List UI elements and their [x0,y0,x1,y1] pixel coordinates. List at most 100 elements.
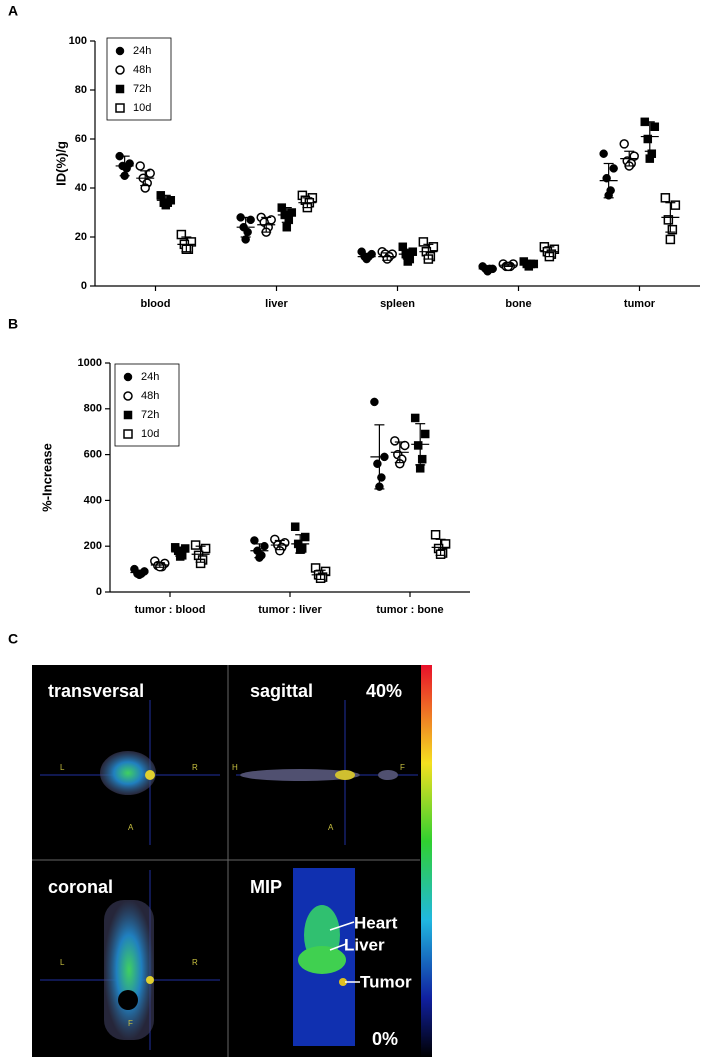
data-point [410,413,420,423]
panel-label: B [8,316,18,332]
scale-min: 0% [372,1029,398,1049]
data-point [373,459,382,469]
data-point [300,532,310,542]
data-point [599,149,608,158]
x-tick-label: blood [141,298,171,310]
legend-label: 48h [141,390,159,402]
data-point [250,536,259,545]
data-point [609,164,618,173]
data-point [417,454,427,464]
view-title: coronal [48,877,113,897]
orientation-marker: L [60,763,65,772]
data-point [176,229,187,240]
scan-image [100,751,156,795]
data-point [660,193,671,203]
scan-image [298,946,346,974]
scale-max: 40% [366,681,402,701]
y-tick-label: 0 [81,280,87,292]
legend-label: 72h [133,83,151,95]
legend-label: 24h [141,371,159,383]
y-tick-label: 80 [75,84,87,96]
y-tick-label: 600 [84,449,102,461]
x-tick-label: tumor [624,298,656,310]
legend-marker [115,46,125,56]
y-tick-label: 1000 [78,357,102,369]
y-tick-label: 100 [69,35,87,47]
x-tick-label: liver [265,298,288,310]
y-tick-label: 800 [84,403,102,415]
data-point [418,237,429,247]
orientation-marker: R [192,763,198,772]
legend-label: 10d [133,102,151,114]
orientation-marker: R [192,958,198,967]
data-point [643,134,653,144]
scan-image [118,990,138,1010]
data-point [428,242,439,252]
y-tick-label: 60 [75,133,87,145]
y-axis-label: %-Increase [39,443,54,512]
image-panel: C transversal sagittal coronal MIP [8,631,432,1057]
legend-marker [123,391,133,401]
orientation-marker: A [328,823,334,832]
chart: A ID(%)/g 0 20 40 60 80 100 blood liver spleen bone… [8,3,700,310]
scan-hotspot [146,976,154,984]
y-tick-label: 0 [96,586,102,598]
data-point [282,222,292,232]
legend-marker [123,372,133,382]
data-point [390,436,400,446]
y-tick-label: 200 [84,540,102,552]
y-tick-label: 20 [75,231,87,243]
y-tick-label: 400 [84,494,102,506]
orientation-marker: A [128,823,134,832]
legend-marker [115,103,125,113]
y-tick-label: 40 [75,182,87,194]
legend-marker [115,84,125,94]
panel-label: A [8,3,18,19]
data-point [667,224,678,235]
data-point [663,215,674,225]
x-tick-label: spleen [380,298,415,310]
legend-label: 48h [133,64,151,76]
data-point [430,530,441,540]
data-point [190,540,201,550]
panel-label: C [8,631,18,647]
chart: B %-Increase 0 200 400 600 800 1000 tumor : bloo… [8,316,470,616]
image-background [32,665,432,1057]
annotation-line [329,921,355,931]
color-bar [421,665,432,1057]
data-point [400,440,410,451]
legend-marker [123,410,133,420]
scan-image [378,770,398,780]
legend-label: 24h [133,45,151,57]
annotation-line [329,943,347,951]
view-title: transversal [48,681,144,701]
view-title: sagittal [250,681,313,701]
data-point [670,200,681,210]
data-point [619,139,629,149]
data-point [243,227,252,237]
legend-label: 72h [141,409,159,421]
data-point [200,543,211,554]
scan-image [240,769,360,781]
orientation-marker: F [400,763,405,772]
data-point [645,154,655,163]
annotation: Heart [354,913,398,932]
data-point [665,234,676,245]
data-point [370,397,379,407]
x-tick-label: tumor : blood [135,604,206,616]
scan-hotspot [339,978,347,986]
legend-marker [123,429,133,439]
scan-hotspot [335,770,355,780]
data-point [420,429,430,439]
data-point [377,473,386,482]
x-tick-label: tumor : bone [376,604,443,616]
data-point [413,441,423,450]
orientation-marker: F [128,1019,133,1028]
annotation: Tumor [360,972,412,991]
orientation-marker: L [60,958,65,967]
scan-image [104,900,154,1040]
x-tick-label: bone [505,298,531,310]
data-point [290,522,300,531]
x-tick-label: tumor : liver [258,604,322,616]
